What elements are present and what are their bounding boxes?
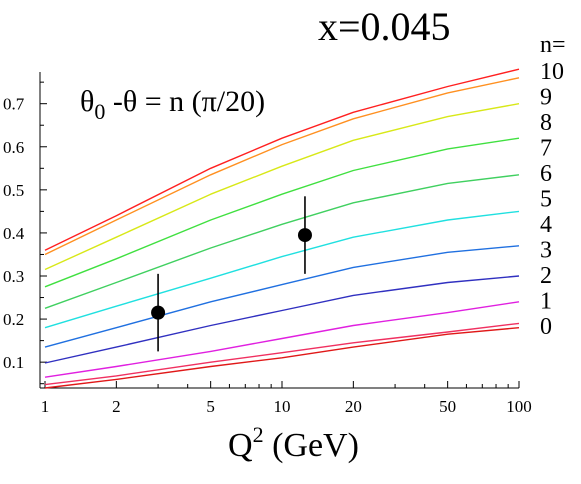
annotation: θ0 -θ = n (π/20) <box>80 85 265 124</box>
chart-title: x=0.045 <box>318 4 451 49</box>
axes: 1 2 5 10 20 50 100 0.1 0.2 0.3 0.4 0.5 0.6 0.7 <box>3 72 532 416</box>
x-axis-label-sup: 2 <box>253 422 264 447</box>
legend-label-n5: 5 <box>540 187 552 213</box>
x-tick-label: 5 <box>206 397 215 416</box>
curves <box>44 68 520 389</box>
annotation-theta0: θ <box>80 85 94 118</box>
series-line-n3 <box>44 275 520 364</box>
legend-label-n6: 6 <box>540 161 552 187</box>
series-line-n8 <box>44 103 520 271</box>
data-point <box>151 305 166 320</box>
data-points <box>151 196 312 352</box>
y-tick-label: 0.5 <box>3 181 24 200</box>
legend-label-n0: 0 <box>540 314 552 340</box>
series-line-n6 <box>44 174 520 309</box>
series-line-n7 <box>44 137 520 288</box>
legend-label-n3: 3 <box>540 238 552 264</box>
x-tick-label: 1 <box>41 397 50 416</box>
series-line-n9 <box>44 77 520 256</box>
legend-label-n9: 9 <box>540 85 552 111</box>
legend-header: n= <box>540 32 566 58</box>
y-tick-label: 0.7 <box>3 95 25 114</box>
legend-label-n2: 2 <box>540 263 552 289</box>
annotation-sub0: 0 <box>94 99 105 124</box>
x-axis-label: Q2 (GeV) <box>228 422 359 464</box>
series-line-n4 <box>44 245 520 348</box>
series-line-n2 <box>44 301 520 378</box>
y-tick-label: 0.6 <box>3 138 24 157</box>
legend-label-n10: 10 <box>540 59 564 85</box>
x-tick-label: 100 <box>506 397 532 416</box>
y-tick-label: 0.1 <box>3 353 24 372</box>
x-tick-label: 50 <box>439 397 456 416</box>
series-line-n5 <box>44 210 520 329</box>
x-tick-label: 10 <box>274 397 291 416</box>
legend-label-n4: 4 <box>540 212 552 238</box>
series-line-n0 <box>44 327 520 389</box>
x-tick-label: 2 <box>112 397 121 416</box>
series-line-n1 <box>44 322 520 386</box>
x-axis-label-rest: (GeV) <box>264 427 359 464</box>
legend-label-n7: 7 <box>540 136 552 162</box>
y-tick-label: 0.4 <box>3 224 25 243</box>
x-tick-label: 20 <box>345 397 362 416</box>
annotation-rest: -θ = n (π/20) <box>105 85 265 118</box>
y-tick-label: 0.2 <box>3 310 24 329</box>
y-tick-label: 0.3 <box>3 267 24 286</box>
series-line-n10 <box>44 68 520 251</box>
legend-label-n8: 8 <box>540 110 552 136</box>
x-axis-label-base: Q <box>228 427 253 464</box>
data-point <box>297 228 312 243</box>
legend-label-n1: 1 <box>540 289 552 315</box>
